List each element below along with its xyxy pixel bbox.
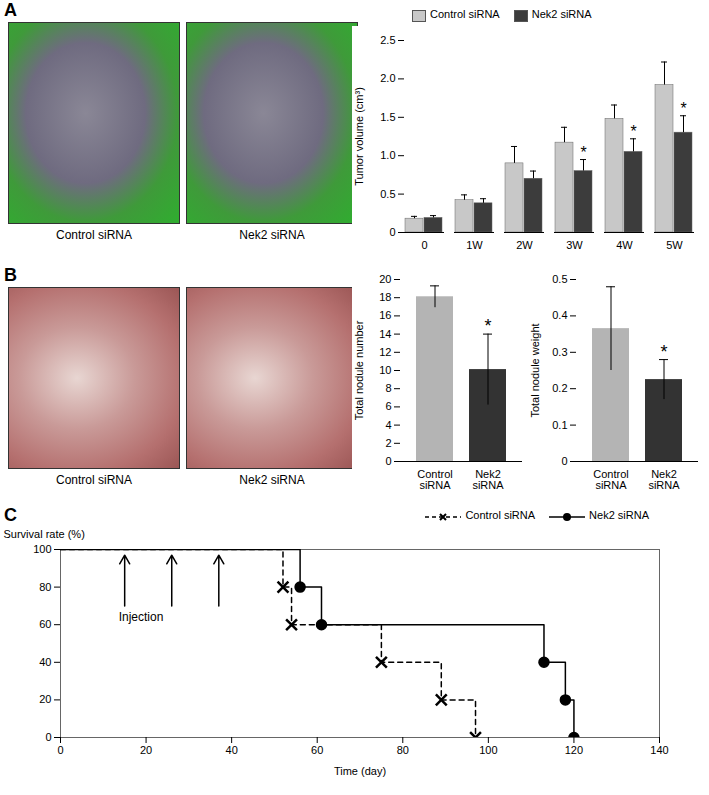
svg-text:ControlsiRNA: ControlsiRNA	[417, 468, 452, 491]
svg-text:Total nodule number: Total nodule number	[353, 320, 365, 420]
svg-text:0.5: 0.5	[380, 188, 395, 200]
svg-text:40: 40	[226, 744, 238, 756]
svg-text:60: 60	[311, 744, 323, 756]
svg-text:10: 10	[379, 364, 391, 376]
html-text:Control siRNA: Control siRNA	[56, 473, 132, 487]
html-text:Nek2 siRNA: Nek2 siRNA	[239, 228, 305, 242]
svg-text:14: 14	[379, 328, 391, 340]
svg-text:*: *	[630, 123, 636, 140]
svg-text:*: *	[580, 144, 586, 161]
html-text:A: A	[4, 0, 17, 20]
svg-text:0: 0	[561, 455, 567, 467]
svg-text:2.5: 2.5	[380, 34, 395, 46]
svg-text:2.0: 2.0	[380, 72, 395, 84]
svg-text:0: 0	[389, 226, 395, 238]
html-text:Control siRNA: Control siRNA	[56, 228, 132, 242]
svg-text:100: 100	[33, 543, 51, 555]
svg-text:100: 100	[479, 744, 497, 756]
html-text:Nek2 siRNA: Nek2 siRNA	[531, 8, 592, 21]
svg-text:Survival rate (%): Survival rate (%)	[4, 528, 85, 540]
svg-text:1.5: 1.5	[380, 111, 395, 123]
svg-text:20: 20	[379, 273, 391, 285]
html-text:C: C	[4, 505, 17, 525]
svg-text:Injection: Injection	[119, 610, 164, 624]
svg-text:Time (day): Time (day)	[334, 765, 386, 777]
svg-text:Nek2siRNA: Nek2siRNA	[472, 468, 504, 491]
svg-text:20: 20	[39, 693, 51, 705]
svg-text:6: 6	[385, 400, 391, 412]
html-text:Control siRNA: Control siRNA	[430, 8, 500, 21]
html-text:Control siRNA: Control siRNA	[465, 509, 536, 522]
svg-text:0: 0	[421, 239, 427, 251]
svg-text:Total nodule weight: Total nodule weight	[529, 323, 541, 417]
svg-text:ControlsiRNA: ControlsiRNA	[593, 468, 628, 491]
html-text:B: B	[4, 265, 17, 285]
svg-text:80: 80	[39, 581, 51, 593]
svg-text:2W: 2W	[516, 239, 533, 251]
svg-text:40: 40	[39, 656, 51, 668]
svg-text:4W: 4W	[616, 239, 633, 251]
svg-text:12: 12	[379, 346, 391, 358]
svg-text:0: 0	[385, 455, 391, 467]
svg-text:*: *	[660, 342, 667, 362]
svg-text:0.2: 0.2	[552, 382, 567, 394]
svg-text:0: 0	[45, 731, 51, 743]
html-text:Nek2 siRNA: Nek2 siRNA	[589, 509, 649, 522]
html-text:Nek2 siRNA: Nek2 siRNA	[239, 473, 305, 487]
svg-text:20: 20	[140, 744, 152, 756]
svg-text:Nek2siRNA: Nek2siRNA	[648, 468, 680, 491]
svg-text:Tumor volume (cm³): Tumor volume (cm³)	[353, 87, 365, 186]
svg-text:*: *	[680, 100, 686, 117]
svg-text:0: 0	[57, 744, 63, 756]
svg-text:80: 80	[397, 744, 409, 756]
svg-text:1.0: 1.0	[380, 149, 395, 161]
svg-text:5W: 5W	[666, 239, 683, 251]
svg-text:140: 140	[650, 744, 668, 756]
svg-text:3W: 3W	[566, 239, 583, 251]
svg-text:0.1: 0.1	[552, 419, 567, 431]
svg-text:120: 120	[565, 744, 583, 756]
svg-text:8: 8	[385, 382, 391, 394]
svg-text:*: *	[484, 316, 491, 336]
svg-text:4: 4	[385, 419, 391, 431]
svg-text:60: 60	[39, 618, 51, 630]
svg-text:16: 16	[379, 309, 391, 321]
svg-text:2: 2	[385, 437, 391, 449]
svg-text:0.4: 0.4	[552, 309, 567, 321]
svg-text:1W: 1W	[466, 239, 483, 251]
svg-text:0.3: 0.3	[552, 346, 567, 358]
svg-text:18: 18	[379, 291, 391, 303]
svg-text:0.5: 0.5	[552, 273, 567, 285]
